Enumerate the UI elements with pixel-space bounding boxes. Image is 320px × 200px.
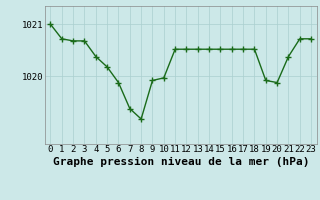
X-axis label: Graphe pression niveau de la mer (hPa): Graphe pression niveau de la mer (hPa) (52, 157, 309, 167)
